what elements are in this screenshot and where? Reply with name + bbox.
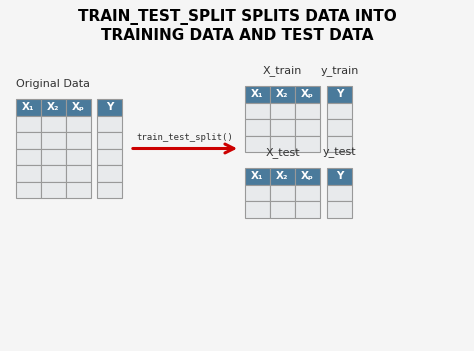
Bar — [245, 102, 270, 119]
Bar — [41, 132, 66, 148]
Bar — [270, 168, 295, 185]
Bar — [270, 86, 295, 102]
Bar — [97, 115, 122, 132]
Bar — [295, 102, 320, 119]
Text: train_test_split(): train_test_split() — [137, 132, 233, 141]
Bar — [245, 135, 270, 152]
Bar — [327, 119, 352, 135]
Bar — [16, 115, 41, 132]
Bar — [41, 99, 66, 115]
Text: X₂: X₂ — [276, 171, 289, 181]
Bar — [66, 148, 91, 165]
Text: X₁: X₁ — [22, 102, 35, 112]
Bar — [245, 185, 270, 201]
Text: X₂: X₂ — [47, 102, 60, 112]
Bar — [97, 165, 122, 181]
Bar — [16, 148, 41, 165]
Bar — [97, 148, 122, 165]
Bar — [295, 201, 320, 218]
Text: Y: Y — [336, 89, 343, 99]
Text: X₁: X₁ — [251, 89, 264, 99]
Bar — [245, 86, 270, 102]
Bar — [16, 181, 41, 198]
Bar — [41, 148, 66, 165]
Text: y_test: y_test — [323, 147, 356, 158]
Bar — [16, 165, 41, 181]
Text: X_test: X_test — [265, 147, 300, 158]
Text: Y: Y — [106, 102, 113, 112]
Bar — [16, 99, 41, 115]
Text: X_train: X_train — [263, 65, 302, 76]
Text: Y: Y — [336, 171, 343, 181]
Bar — [270, 201, 295, 218]
Bar — [41, 115, 66, 132]
Text: Xₚ: Xₚ — [301, 89, 314, 99]
Bar — [270, 185, 295, 201]
Bar — [327, 185, 352, 201]
Bar — [245, 201, 270, 218]
Bar — [327, 135, 352, 152]
Text: Xₚ: Xₚ — [301, 171, 314, 181]
Bar — [97, 132, 122, 148]
Bar — [295, 119, 320, 135]
Text: X₂: X₂ — [276, 89, 289, 99]
Bar — [97, 181, 122, 198]
Bar — [327, 168, 352, 185]
Bar — [295, 185, 320, 201]
Bar — [41, 181, 66, 198]
Bar — [270, 135, 295, 152]
Bar — [327, 86, 352, 102]
Bar — [66, 115, 91, 132]
Bar — [295, 135, 320, 152]
Text: y_train: y_train — [320, 65, 359, 76]
Text: Original Data: Original Data — [17, 79, 91, 89]
Bar — [295, 86, 320, 102]
Bar — [66, 165, 91, 181]
Bar — [66, 181, 91, 198]
Bar — [41, 165, 66, 181]
Bar — [245, 119, 270, 135]
Bar — [295, 168, 320, 185]
Bar — [66, 99, 91, 115]
Text: X₁: X₁ — [251, 171, 264, 181]
Text: Xₚ: Xₚ — [72, 102, 85, 112]
Bar — [66, 132, 91, 148]
Text: TRAIN_TEST_SPLIT SPLITS DATA INTO
TRAINING DATA AND TEST DATA: TRAIN_TEST_SPLIT SPLITS DATA INTO TRAINI… — [78, 9, 396, 43]
Bar — [97, 99, 122, 115]
Bar — [270, 119, 295, 135]
Bar — [327, 201, 352, 218]
Bar — [245, 168, 270, 185]
Bar — [327, 102, 352, 119]
Bar — [16, 132, 41, 148]
Bar — [270, 102, 295, 119]
